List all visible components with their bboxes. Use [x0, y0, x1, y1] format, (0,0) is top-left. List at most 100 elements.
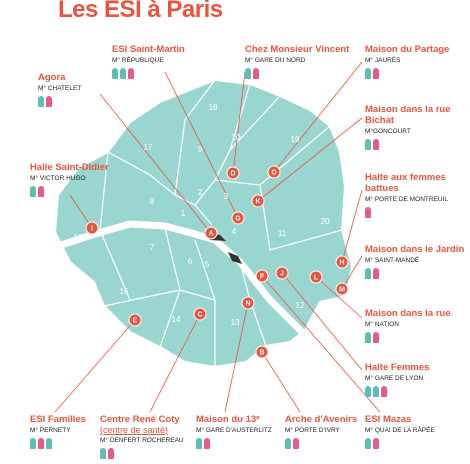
marker: [255, 269, 269, 283]
metro-station: M° RÉPUBLIQUE: [112, 57, 164, 64]
person-icon: [108, 448, 114, 459]
icons: [365, 266, 465, 279]
island: [228, 252, 242, 264]
person-icon: [196, 438, 202, 449]
arrondissement-number: 16: [74, 233, 83, 242]
icons: [365, 205, 465, 218]
location-label: ESI Familles M° PERNETY: [30, 414, 100, 449]
person-icon: [373, 268, 379, 279]
leader-line: [54, 319, 136, 413]
location-label: ESI Saint-Martin M° RÉPUBLIQUE: [112, 44, 222, 79]
metro-station: M° PORTE DE MONTREUIL: [365, 196, 449, 203]
location-label: Maison dans la rue M° NATION: [365, 308, 465, 343]
location-label: Chez Monsieur Vincent M° GARE DU NORD: [245, 44, 360, 79]
marker: [193, 307, 207, 321]
location-label: Halte Femmes M° GARE DE LYON: [365, 362, 465, 397]
icons: [38, 94, 128, 107]
leader-line: [99, 93, 212, 234]
location-name: ESI Mazas: [365, 414, 412, 425]
marker: [85, 221, 99, 235]
location-name: Arche d'Avenirs: [285, 414, 358, 425]
person-icon: [373, 68, 379, 79]
icons: [285, 436, 365, 449]
marker: [251, 194, 265, 208]
metro-station: M° GARE D'AUSTERLITZ: [196, 427, 272, 434]
person-icon: [373, 139, 379, 150]
location-note: (centre de santé): [100, 425, 169, 435]
person-icon: [365, 438, 371, 449]
icons: [112, 66, 222, 79]
metro-station: M° GARE DU NORD: [245, 57, 306, 64]
metro-station: M° JAURÈS: [365, 57, 401, 64]
marker: [275, 266, 289, 280]
arrondissement-number: 10: [232, 133, 241, 142]
marker-letter: C: [197, 311, 202, 318]
arrondissement-number: 13: [231, 318, 240, 327]
marker-letter: F: [260, 273, 265, 280]
location-name: Maison du 13ᵉ: [196, 414, 260, 425]
icons: [30, 184, 120, 197]
leader-line: [257, 117, 363, 202]
arrondissement-number: 8: [150, 197, 155, 206]
arrondissement-number: 4: [232, 227, 237, 236]
arrondissement-number: 18: [209, 103, 218, 112]
marker-letter: B: [259, 349, 264, 356]
person-icon: [365, 268, 371, 279]
person-icon: [128, 68, 134, 79]
location-name: Halte aux femmes battues: [365, 172, 446, 194]
person-icon: [253, 68, 259, 79]
leader-line: [341, 189, 363, 263]
location-label: Agora M° CHATELET: [38, 72, 128, 107]
marker-letter: L: [314, 274, 319, 281]
person-icon: [373, 386, 379, 397]
title: Les ESI à Paris: [58, 0, 223, 23]
location-name: Maison dans la rue: [365, 308, 451, 319]
person-icon: [38, 186, 44, 197]
location-name: Centre René Coty: [100, 414, 180, 425]
location-label: Halte aux femmes battues M° PORTE DE MONT…: [365, 172, 465, 218]
arrondissement-number: 5: [205, 260, 210, 269]
person-icon: [46, 438, 52, 449]
person-icon: [365, 139, 371, 150]
marker: [335, 282, 349, 296]
metro-station: M° PERNETY: [30, 427, 71, 434]
person-icon: [112, 68, 118, 79]
leader-line: [273, 61, 363, 173]
marker: [226, 166, 240, 180]
marker-letter: A: [208, 230, 213, 237]
person-icon: [373, 438, 379, 449]
leader-line: [261, 275, 381, 413]
location-name: Agora: [38, 72, 66, 83]
person-icon: [46, 96, 52, 107]
arrondissement-number: 12: [296, 301, 305, 310]
icons: [365, 330, 465, 343]
arrondissement-number: 9: [198, 145, 203, 154]
metro-station: M°GONCOURT: [365, 128, 411, 135]
marker-letter: K: [255, 198, 260, 205]
arrondissement-number: 6: [188, 257, 193, 266]
leader-line: [149, 313, 201, 413]
river: [56, 220, 305, 335]
location-name: ESI Saint-Martin: [112, 44, 185, 55]
arrondissement-number: 7: [150, 243, 155, 252]
location-label: Maison du 13ᵉ M° GARE D'AUSTERLITZ: [196, 414, 286, 449]
marker: [335, 255, 349, 269]
arrondissement-number: 20: [321, 217, 330, 226]
marker-letter: J: [280, 270, 284, 277]
location-name: Halle Saint-Didier: [30, 162, 109, 173]
location-name: Halte Femmes: [365, 362, 430, 373]
marker-letter: O: [271, 169, 277, 176]
icons: [365, 137, 465, 150]
person-icon: [373, 332, 379, 343]
marker: [267, 165, 281, 179]
person-icon: [38, 438, 44, 449]
location-label: Maison du Partage M° JAURÈS: [365, 44, 465, 79]
location-label: ESI Mazas M° QUAI DE LA RÂPÉE: [365, 414, 465, 449]
location-name: Maison du Partage: [365, 44, 450, 55]
marker-letter: D: [230, 170, 235, 177]
icons: [196, 436, 286, 449]
icons: [245, 66, 360, 79]
metro-station: M° DENFERT ROCHEREAU: [100, 437, 184, 444]
icons: [365, 436, 465, 449]
